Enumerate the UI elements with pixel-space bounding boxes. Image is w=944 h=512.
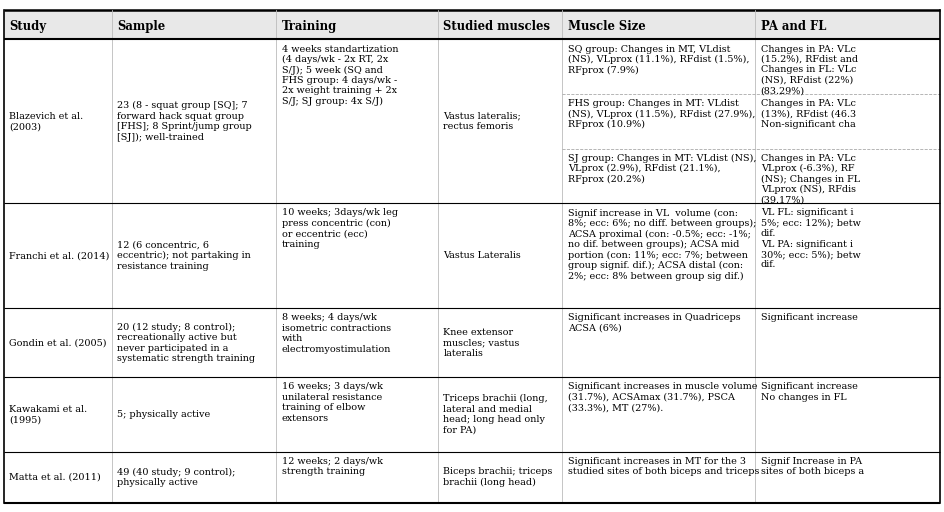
Text: Biceps brachii; triceps
brachii (long head): Biceps brachii; triceps brachii (long he… (443, 467, 552, 487)
Text: Significant increase
No changes in FL: Significant increase No changes in FL (760, 382, 857, 402)
Text: Signif increase in VL  volume (con:
8%; ecc: 6%; no diff. between groups);
ACSA : Signif increase in VL volume (con: 8%; e… (567, 208, 755, 281)
Text: Changes in PA: VLc
(15.2%), RFdist and
Changes in FL: VLc
(NS), RFdist (22%)
(83: Changes in PA: VLc (15.2%), RFdist and C… (760, 45, 857, 95)
Text: 5; physically active: 5; physically active (117, 410, 211, 419)
Text: Changes in PA: VLc
(13%), RFdist (46.3
Non-significant cha: Changes in PA: VLc (13%), RFdist (46.3 N… (760, 99, 855, 129)
Bar (4, 39, 939, 203)
Text: Significant increase: Significant increase (760, 313, 857, 323)
Bar (4, 377, 939, 452)
Text: VL FL: significant i
5%; ecc: 12%); betw
dif.
VL PA: significant i
30%; ecc: 5%): VL FL: significant i 5%; ecc: 12%); betw… (760, 208, 860, 269)
Text: Study: Study (9, 20, 46, 33)
Text: FHS group: Changes in MT: VLdist
(NS), VLprox (11.5%), RFdist (27.9%),
RFprox (1: FHS group: Changes in MT: VLdist (NS), V… (567, 99, 754, 129)
Text: 12 weeks; 2 days/wk
strength training: 12 weeks; 2 days/wk strength training (281, 457, 382, 476)
Text: Significant increases in MT for the 3
studied sites of both biceps and triceps: Significant increases in MT for the 3 st… (567, 457, 759, 476)
Text: 8 weeks; 4 days/wk
isometric contractions
with
electromyostimulation: 8 weeks; 4 days/wk isometric contraction… (281, 313, 391, 354)
Text: 10 weeks; 3days/wk leg
press concentric (con)
or eccentric (ecc)
training: 10 weeks; 3days/wk leg press concentric … (281, 208, 397, 249)
Text: Knee extensor
muscles; vastus
lateralis: Knee extensor muscles; vastus lateralis (443, 328, 519, 358)
Text: 4 weeks standartization
(4 days/wk - 2x RT, 2x
S/J); 5 week (SQ and
FHS group: 4: 4 weeks standartization (4 days/wk - 2x … (281, 45, 397, 106)
Text: Sample: Sample (117, 20, 165, 33)
Text: Triceps brachii (long,
lateral and medial
head; long head only
for PA): Triceps brachii (long, lateral and media… (443, 394, 548, 435)
Text: Vastus Lateralis: Vastus Lateralis (443, 251, 520, 260)
Text: Kawakami et al.
(1995): Kawakami et al. (1995) (9, 405, 88, 424)
Text: Changes in PA: VLc
VLprox (-6.3%), RF
(NS); Changes in FL
VLprox (NS), RFdis
(39: Changes in PA: VLc VLprox (-6.3%), RF (N… (760, 154, 859, 205)
Bar (4, 308, 939, 377)
Text: Vastus lateralis;
rectus femoris: Vastus lateralis; rectus femoris (443, 112, 520, 131)
Text: SJ group: Changes in MT: VLdist (NS),
VLprox (2.9%), RFdist (21.1%),
RFprox (20.: SJ group: Changes in MT: VLdist (NS), VL… (567, 154, 755, 184)
Text: Franchi et al. (2014): Franchi et al. (2014) (9, 251, 110, 260)
Text: PA and FL: PA and FL (760, 20, 825, 33)
Bar (4, 452, 939, 503)
Text: Studied muscles: Studied muscles (443, 20, 549, 33)
Text: Gondin et al. (2005): Gondin et al. (2005) (9, 338, 107, 347)
Text: 16 weeks; 3 days/wk
unilateral resistance
training of elbow
extensors: 16 weeks; 3 days/wk unilateral resistanc… (281, 382, 382, 423)
Text: Matta et al. (2011): Matta et al. (2011) (9, 473, 101, 482)
Text: Significant increases in Quadriceps
ACSA (6%): Significant increases in Quadriceps ACSA… (567, 313, 740, 333)
Text: 20 (12 study; 8 control);
recreationally active but
never participated in a
syst: 20 (12 study; 8 control); recreationally… (117, 323, 255, 363)
Text: Training: Training (281, 20, 336, 33)
Bar (4, 203, 939, 308)
Text: Blazevich et al.
(2003): Blazevich et al. (2003) (9, 112, 83, 131)
Text: Significant increases in muscle volume
(31.7%), ACSAmax (31.7%), PSCA
(33.3%), M: Significant increases in muscle volume (… (567, 382, 757, 412)
Text: 23 (8 - squat group [SQ]; 7
forward hack squat group
[FHS]; 8 Sprint/jump group
: 23 (8 - squat group [SQ]; 7 forward hack… (117, 101, 252, 142)
Text: Signif Increase in PA
sites of both biceps a: Signif Increase in PA sites of both bice… (760, 457, 863, 476)
Text: 49 (40 study; 9 control);
physically active: 49 (40 study; 9 control); physically act… (117, 467, 235, 487)
Text: 12 (6 concentric, 6
eccentric); not partaking in
resistance training: 12 (6 concentric, 6 eccentric); not part… (117, 241, 251, 271)
Text: Muscle Size: Muscle Size (567, 20, 645, 33)
Text: SQ group: Changes in MT, VLdist
(NS), VLprox (11.1%), RFdist (1.5%),
RFprox (7.9: SQ group: Changes in MT, VLdist (NS), VL… (567, 45, 749, 75)
Bar (4, 10, 939, 39)
